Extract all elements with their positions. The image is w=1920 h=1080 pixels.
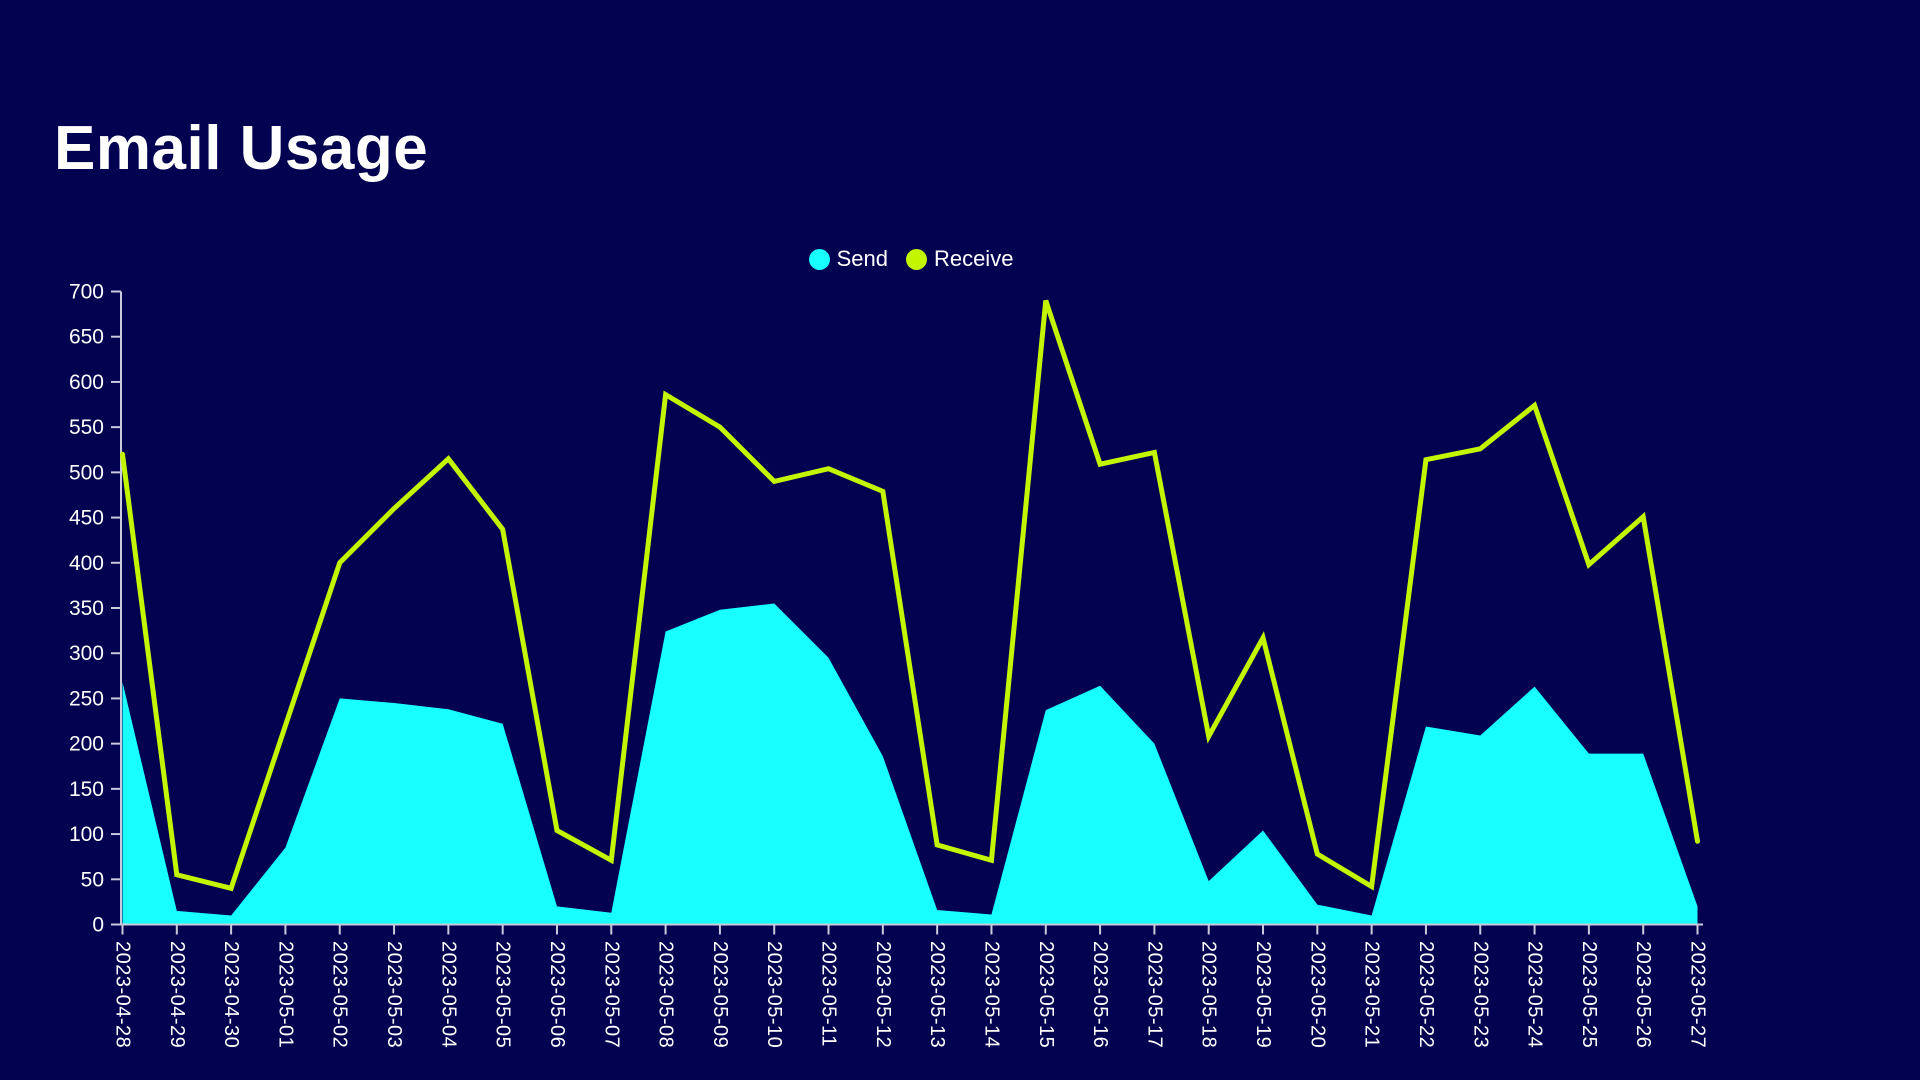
svg-text:2023-05-11: 2023-05-11 — [818, 941, 840, 1047]
svg-text:2023-04-30: 2023-04-30 — [220, 941, 242, 1048]
svg-text:550: 550 — [69, 416, 104, 439]
svg-text:2023-05-14: 2023-05-14 — [980, 941, 1002, 1048]
svg-text:2023-05-27: 2023-05-27 — [1687, 941, 1709, 1048]
svg-text:2023-05-15: 2023-05-15 — [1035, 941, 1057, 1048]
svg-text:2023-05-20: 2023-05-20 — [1306, 941, 1328, 1048]
svg-text:2023-05-06: 2023-05-06 — [546, 941, 568, 1048]
svg-text:650: 650 — [69, 326, 104, 349]
svg-text:2023-05-07: 2023-05-07 — [600, 941, 622, 1048]
svg-text:2023-05-16: 2023-05-16 — [1089, 941, 1111, 1048]
legend-item-send[interactable]: Send — [808, 246, 888, 272]
svg-text:600: 600 — [69, 371, 104, 394]
svg-text:2023-05-17: 2023-05-17 — [1143, 941, 1165, 1048]
send-area-series[interactable] — [122, 603, 1698, 925]
svg-text:2023-05-01: 2023-05-01 — [274, 941, 296, 1048]
chart-legend: Send Receive — [121, 246, 1701, 272]
svg-text:350: 350 — [69, 597, 104, 620]
svg-text:400: 400 — [69, 552, 104, 575]
svg-text:2023-05-21: 2023-05-21 — [1361, 941, 1383, 1048]
legend-label-send: Send — [836, 246, 888, 271]
y-axis-tick-labels: 0 50 100 150 200 250 300 350 400 450 500 550 600 650 7… — [69, 281, 104, 937]
svg-text:2023-05-25: 2023-05-25 — [1578, 941, 1600, 1048]
svg-text:2023-05-09: 2023-05-09 — [709, 941, 731, 1048]
receive-legend-dot-icon — [905, 248, 927, 270]
svg-text:2023-05-05: 2023-05-05 — [492, 941, 514, 1048]
svg-text:250: 250 — [69, 687, 104, 710]
svg-text:150: 150 — [69, 778, 104, 801]
svg-text:2023-05-10: 2023-05-10 — [763, 941, 785, 1048]
page-title: Email Usage — [54, 114, 429, 183]
svg-text:200: 200 — [69, 733, 104, 756]
svg-text:2023-05-08: 2023-05-08 — [655, 941, 677, 1048]
svg-text:2023-04-28: 2023-04-28 — [112, 941, 134, 1048]
svg-text:2023-05-23: 2023-05-23 — [1469, 941, 1491, 1048]
svg-text:0: 0 — [92, 914, 104, 937]
svg-text:450: 450 — [69, 507, 104, 530]
svg-text:2023-05-02: 2023-05-02 — [329, 941, 351, 1048]
svg-text:300: 300 — [69, 642, 104, 665]
svg-text:2023-05-04: 2023-05-04 — [437, 941, 459, 1048]
svg-text:2023-05-26: 2023-05-26 — [1632, 941, 1654, 1048]
send-legend-dot-icon — [808, 248, 830, 270]
svg-text:50: 50 — [81, 868, 104, 891]
legend-label-receive: Receive — [933, 246, 1014, 271]
svg-text:2023-05-12: 2023-05-12 — [872, 941, 894, 1048]
svg-text:2023-05-19: 2023-05-19 — [1252, 941, 1274, 1048]
svg-text:2023-05-13: 2023-05-13 — [926, 941, 948, 1048]
svg-text:700: 700 — [69, 281, 104, 304]
svg-text:2023-05-03: 2023-05-03 — [383, 941, 405, 1048]
receive-line-series[interactable] — [120, 299, 1700, 892]
svg-text:2023-05-18: 2023-05-18 — [1198, 941, 1220, 1048]
svg-text:2023-05-24: 2023-05-24 — [1524, 941, 1546, 1048]
chart-axes — [111, 290, 1703, 935]
svg-text:100: 100 — [69, 823, 104, 846]
svg-text:2023-05-22: 2023-05-22 — [1415, 941, 1437, 1048]
x-axis-tick-labels: 2023-04-28 2023-04-29 2023-04-30 2023-05-01… — [112, 941, 1709, 1048]
svg-text:500: 500 — [69, 461, 104, 484]
legend-item-receive[interactable]: Receive — [905, 246, 1014, 272]
svg-text:2023-04-29: 2023-04-29 — [166, 941, 188, 1048]
